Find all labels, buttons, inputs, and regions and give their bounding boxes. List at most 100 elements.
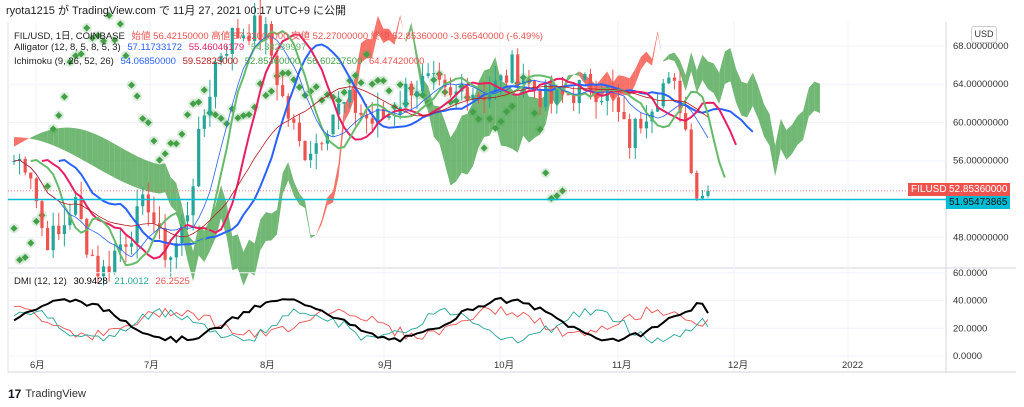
candle-body (370, 118, 374, 124)
ichimoku-cloud-segment (159, 163, 166, 194)
price-tick-label: 48.00000000 (953, 232, 1008, 243)
candle-body (180, 221, 184, 244)
ichimoku-cloud-segment (125, 150, 132, 186)
candle-body (600, 100, 604, 103)
candle-body (465, 86, 469, 101)
price-pane[interactable] (7, 0, 1016, 373)
price-axis[interactable]: 48.0000000052.0000000056.0000000060.0000… (953, 41, 1008, 243)
ichimoku-cloud-segment (780, 118, 787, 160)
candle-body (689, 129, 693, 173)
ichimoku-cloud-segment (377, 15, 384, 43)
lagging-span-point (234, 114, 242, 122)
ichimoku-cloud-segment (64, 127, 70, 154)
candle-body (555, 88, 559, 104)
candle-body (577, 79, 581, 104)
candle-body (628, 119, 632, 149)
ichimoku-cloud-segment (383, 28, 389, 43)
lagging-span-point (374, 76, 382, 84)
candle-body (96, 255, 100, 277)
ichimoku-cloud-segment (69, 127, 76, 157)
ichimoku-cloud-segment (25, 137, 31, 141)
candle-body (23, 158, 27, 173)
time-axis[interactable]: 6月 7月 8月 9月 10月 11月 12月 2022 (30, 360, 863, 371)
ichimoku-cloud-segment (333, 162, 339, 203)
ichimoku-cloud-segment (640, 51, 647, 70)
candle-body (129, 243, 134, 247)
ichimoku-cloud-segment (523, 84, 529, 143)
price-tick-label: 64.00000000 (953, 79, 1008, 90)
candle-body (51, 225, 55, 251)
time-tick-label: 8月 (260, 360, 275, 371)
ichimoku-cloud-segment (685, 51, 692, 92)
ichimoku-cloud-segment (243, 239, 250, 286)
ichimoku-cloud-segment (47, 129, 54, 146)
tradingview-brand[interactable]: 17 TradingView (8, 387, 86, 401)
ichimoku-cloud-segment (512, 89, 518, 153)
lagging-span-point (558, 187, 567, 195)
candle-body (107, 266, 111, 273)
ichimoku-cloud-segment (260, 212, 266, 251)
ichimoku-cloud-segment (489, 56, 496, 136)
candle-body (521, 80, 525, 85)
ichimoku-cloud-segment (405, 22, 412, 43)
legend-dmi-minus: 26.2525 (155, 276, 190, 287)
ichimoku-cloud-segment (97, 135, 104, 172)
dmi-axis[interactable]: 0.0000 20.0000 40.0000 60.0000 (953, 268, 987, 362)
candle-body (695, 172, 699, 199)
candle-body (426, 73, 430, 77)
lagging-span-point (127, 81, 136, 89)
lagging-span-point (10, 224, 18, 232)
dmi-pane[interactable] (8, 272, 946, 357)
lagging-span-point (223, 120, 231, 128)
candle-body (213, 61, 218, 97)
candle-body (639, 118, 643, 129)
candle-body (538, 90, 542, 107)
ichimoku-cloud-segment (450, 128, 457, 186)
candle-body (667, 77, 671, 84)
candle-body (488, 92, 492, 101)
ichimoku-cloud-segment (775, 118, 781, 177)
candle-body (219, 55, 223, 62)
candle-body (225, 53, 229, 56)
candle-body (62, 225, 66, 235)
ichimoku-cloud-segment (629, 69, 636, 96)
candle-body (516, 54, 520, 85)
candle-body (560, 88, 565, 95)
ichimoku-cloud-segment (316, 219, 322, 236)
ichimoku-cloud-segment (680, 60, 686, 92)
candle-body (174, 243, 178, 258)
lagging-span-point (245, 111, 253, 119)
lagging-span-point (150, 137, 158, 145)
candle-body (532, 80, 537, 91)
lagging-span-point (368, 80, 376, 88)
ichimoku-cloud-segment (747, 72, 753, 118)
lagging-span-point (189, 100, 197, 108)
dmi-tick-label: 0.0000 (953, 351, 982, 362)
candle-body (191, 186, 195, 216)
ichimoku-cloud-segment (741, 81, 748, 118)
lagging-span-point (155, 156, 164, 164)
ichimoku-cloud-segment (411, 22, 417, 65)
currency-button[interactable]: USD (971, 26, 997, 43)
legend-alligator-row[interactable]: Alligator (12, 8, 5, 8, 5, 3) 57.1173317… (14, 42, 310, 53)
candle-body (420, 76, 425, 92)
candle-body (471, 94, 475, 101)
candle-body (146, 194, 150, 213)
ichimoku-cloud-segment (573, 71, 580, 77)
lagging-span-point (60, 93, 68, 101)
ichimoku-cloud-segment (41, 130, 48, 144)
candle-body (90, 254, 94, 256)
ichimoku-cloud-segment (109, 140, 115, 178)
legend-alligator-teeth: 55.46046179 (188, 42, 245, 53)
candle-body (700, 195, 705, 199)
ichimoku-cloud-segment (752, 72, 759, 120)
legend-ichimoku-row[interactable]: Ichimoku (9, 26, 52, 26) 54.06850000 59.… (14, 56, 428, 67)
candle-body (68, 214, 72, 226)
legend-dmi-row[interactable]: DMI (12, 12) 30.9428 21.0012 26.2525 (14, 276, 194, 287)
candle-body (678, 80, 682, 114)
lagging-span-point (279, 69, 287, 77)
candle-body (348, 90, 352, 103)
ichimoku-cloud-segment (165, 163, 171, 206)
candle-body (85, 218, 89, 255)
